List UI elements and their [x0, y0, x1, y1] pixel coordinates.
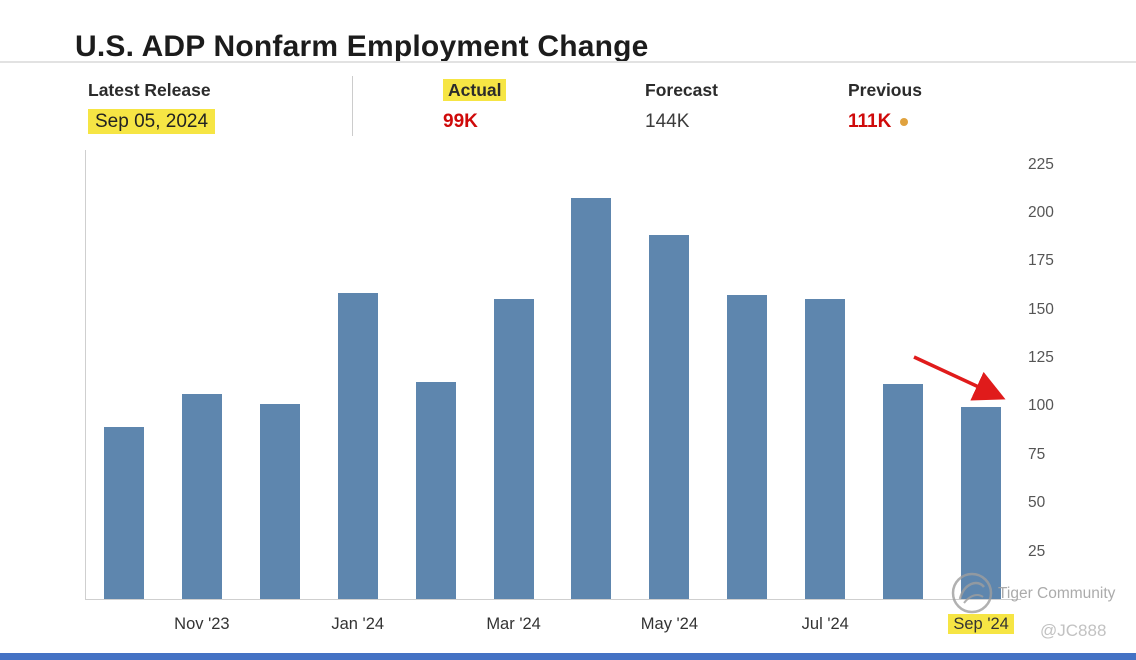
x-axis-label: Nov '23 — [174, 615, 230, 633]
bar-dec23 — [259, 404, 300, 599]
stat-previous: Previous 111K — [848, 78, 922, 134]
bar-nov23 — [181, 394, 222, 599]
bar-slot — [475, 150, 553, 599]
x-axis-label-slot — [864, 611, 942, 639]
latest-release-label: Latest Release — [88, 80, 211, 100]
y-axis-label: 125 — [1028, 349, 1054, 367]
latest-release-date-highlight: Sep 05, 2024 — [88, 109, 216, 134]
actual-label-highlight: Actual — [443, 79, 507, 101]
bar-slot — [942, 150, 1020, 599]
x-axis-label-slot: Jan '24 — [319, 611, 397, 639]
bar-feb24 — [415, 382, 456, 599]
y-axis-label: 200 — [1028, 203, 1054, 221]
down-trend-arrow-icon — [913, 355, 1006, 401]
bar-slot — [397, 150, 475, 599]
stat-actual: Actual 99K — [443, 78, 507, 134]
x-axis-label-slot: May '24 — [630, 611, 708, 639]
bar-jun24 — [727, 295, 768, 599]
bar-slot — [864, 150, 942, 599]
bar-slot — [163, 150, 241, 599]
bar-oct23 — [103, 427, 144, 599]
bar-slot — [708, 150, 786, 599]
stat-latest-release: Latest Release Sep 05, 2024 — [88, 78, 216, 134]
bottom-accent-strip — [0, 653, 1136, 660]
y-axis-label: 150 — [1028, 300, 1054, 318]
x-axis-label-slot: Sep '24 — [942, 611, 1020, 639]
x-axis-label-slot — [708, 611, 786, 639]
bar-sep24 — [961, 407, 1002, 599]
x-axis-label: May '24 — [640, 615, 699, 633]
bar-slot — [319, 150, 397, 599]
x-axis-label-slot: Jul '24 — [786, 611, 864, 639]
bars-container — [85, 150, 1020, 599]
title-divider — [0, 61, 1136, 63]
x-axis-label-slot: Mar '24 — [475, 611, 553, 639]
x-axis-label: Sep '24 — [948, 614, 1014, 634]
x-axis-label-slot — [85, 611, 163, 639]
actual-label: Actual — [443, 78, 507, 102]
x-axis-label-slot: Nov '23 — [163, 611, 241, 639]
y-axis-label: 225 — [1028, 155, 1054, 173]
forecast-value: 144K — [645, 111, 690, 132]
y-axis-label: 75 — [1028, 445, 1046, 463]
y-axis-line — [85, 150, 86, 600]
x-axis-label: Jul '24 — [801, 615, 849, 633]
latest-release-date: Sep 05, 2024 — [88, 109, 216, 134]
x-axis-label: Jan '24 — [331, 615, 385, 633]
y-axis-label: 50 — [1028, 494, 1046, 512]
stat-forecast: Forecast 144K — [645, 78, 718, 134]
bar-slot — [786, 150, 864, 599]
employment-change-bar-chart: 25 50 75 100 125 150 175 200 225 — [0, 150, 1136, 600]
bar-aug24 — [883, 384, 924, 599]
y-axis-label: 175 — [1028, 252, 1054, 270]
previous-revision-dot-icon — [900, 117, 909, 126]
x-axis-label-slot — [397, 611, 475, 639]
y-axis-label: 25 — [1028, 542, 1046, 560]
x-axis-labels: Nov '23 Jan '24 Mar '24 May '24 Jul '24 Sep '… — [85, 611, 1020, 639]
y-axis-labels: 25 50 75 100 125 150 175 200 225 — [1028, 150, 1098, 600]
actual-value: 99K — [443, 111, 478, 132]
y-axis-label: 100 — [1028, 397, 1054, 415]
previous-label: Previous — [848, 80, 922, 100]
bar-jul24 — [805, 299, 846, 599]
bar-mar24 — [493, 299, 534, 599]
x-axis-line — [85, 599, 1021, 600]
bar-slot — [630, 150, 708, 599]
bar-may24 — [649, 235, 690, 599]
previous-value: 111K — [848, 111, 892, 132]
previous-value-wrap: 111K — [848, 110, 922, 134]
page-title: U.S. ADP Nonfarm Employment Change — [75, 30, 649, 64]
x-axis-label: Mar '24 — [486, 615, 541, 633]
watermark-user-handle: @JC888 — [1040, 621, 1107, 640]
bar-slot — [85, 150, 163, 599]
bar-slot — [241, 150, 319, 599]
bar-jan24 — [337, 293, 378, 599]
x-axis-label-slot — [241, 611, 319, 639]
tiger-community-logo-icon — [951, 572, 993, 614]
x-axis-label-slot — [553, 611, 631, 639]
bar-apr24 — [571, 198, 612, 599]
forecast-label: Forecast — [645, 80, 718, 100]
watermark-brand-text: Tiger Community — [998, 585, 1116, 602]
bar-slot — [553, 150, 631, 599]
stats-vertical-divider — [352, 76, 353, 136]
